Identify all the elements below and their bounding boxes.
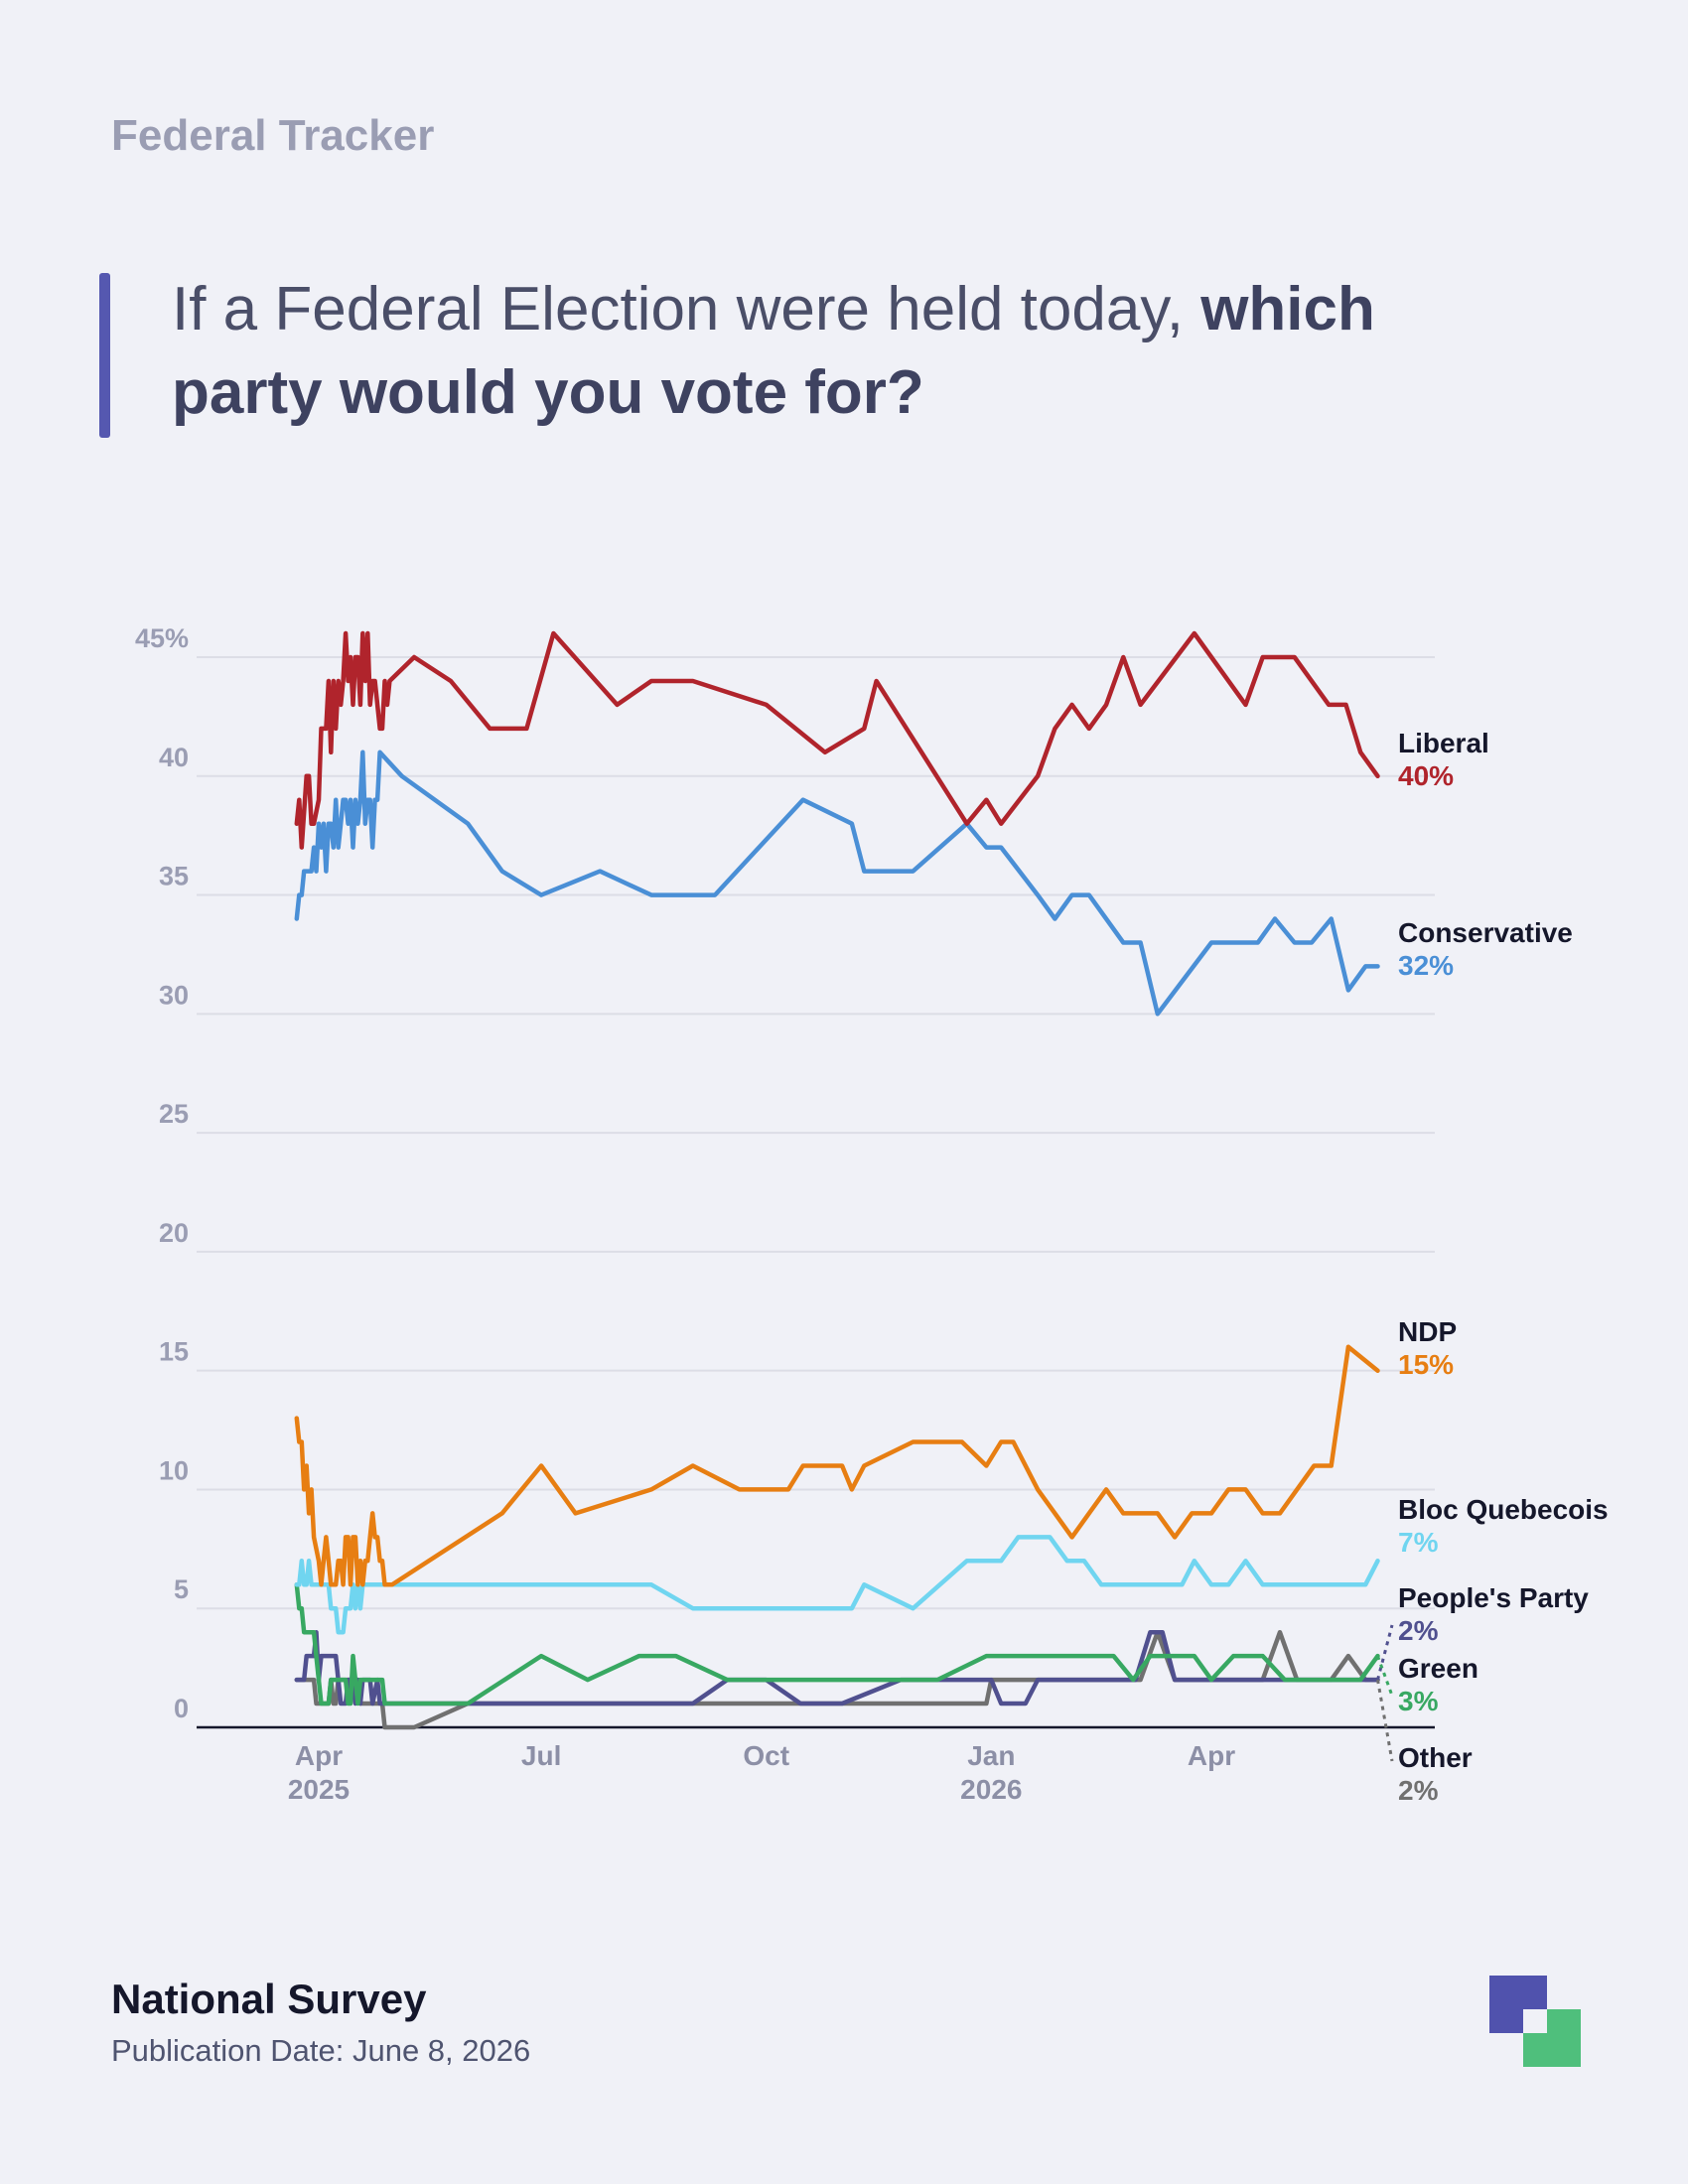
y-tick-label-35: 35: [159, 862, 189, 891]
leader-line-green: [1376, 1655, 1394, 1697]
label-name-liberal: Liberal: [1398, 728, 1489, 758]
x-tick-label-2: Oct: [743, 1740, 789, 1771]
series-line-bloc-quebecois: [294, 1535, 1380, 1635]
title-accent-bar: [99, 273, 110, 438]
title-regular: If a Federal Election were held today,: [172, 275, 1201, 343]
label-value-green: 3%: [1398, 1686, 1439, 1716]
label-name-other: Other: [1398, 1742, 1473, 1773]
y-tick-label-45: 45%: [135, 623, 189, 653]
label-name-green: Green: [1398, 1653, 1478, 1684]
label-value-people-s-party: 2%: [1398, 1615, 1439, 1646]
footer-title: National Survey: [111, 1976, 427, 2022]
series-line-green: [294, 1582, 1380, 1706]
label-name-people-s-party: People's Party: [1398, 1582, 1589, 1613]
label-value-other: 2%: [1398, 1775, 1439, 1806]
label-value-conservative: 32%: [1398, 950, 1454, 981]
series-line-people-s-party: [294, 1629, 1380, 1706]
title-bold: which party would you vote for?: [172, 275, 1375, 427]
publication-date: Publication Date: June 8, 2026: [111, 2033, 531, 2068]
y-tick-label-5: 5: [174, 1574, 189, 1604]
y-tick-label-15: 15: [159, 1337, 189, 1367]
y-tick-label-10: 10: [159, 1455, 189, 1485]
brand-logo: [1489, 1976, 1581, 2067]
y-tick-label-30: 30: [159, 980, 189, 1010]
x-tick-label-3: Jan: [967, 1740, 1015, 1771]
x-tick-label-4: Apr: [1188, 1740, 1235, 1771]
y-tick-label-25: 25: [159, 1099, 189, 1129]
x-tick-label-0: Apr: [295, 1740, 343, 1771]
label-value-liberal: 40%: [1398, 760, 1454, 791]
y-tick-label-20: 20: [159, 1218, 189, 1248]
logo-overlap: [1523, 2009, 1547, 2033]
x-tick-year-0: 2025: [288, 1774, 350, 1805]
kicker: Federal Tracker: [111, 111, 435, 160]
x-tick-year-3: 2026: [960, 1774, 1022, 1805]
label-name-ndp: NDP: [1398, 1316, 1457, 1347]
label-value-bloc-quebecois: 7%: [1398, 1527, 1439, 1558]
series-line-conservative: [294, 750, 1380, 1017]
label-name-bloc-quebecois: Bloc Quebecois: [1398, 1494, 1609, 1525]
series-line-liberal: [294, 630, 1380, 850]
label-value-ndp: 15%: [1398, 1349, 1454, 1380]
label-name-conservative: Conservative: [1398, 917, 1573, 948]
y-tick-label-40: 40: [159, 743, 189, 772]
series-line-ndp: [294, 1344, 1380, 1587]
x-tick-label-1: Jul: [521, 1740, 561, 1771]
chart-title: If a Federal Election were held today, w…: [172, 268, 1463, 435]
leader-line-people-s-party: [1376, 1624, 1394, 1681]
y-tick-label-0: 0: [174, 1694, 189, 1723]
